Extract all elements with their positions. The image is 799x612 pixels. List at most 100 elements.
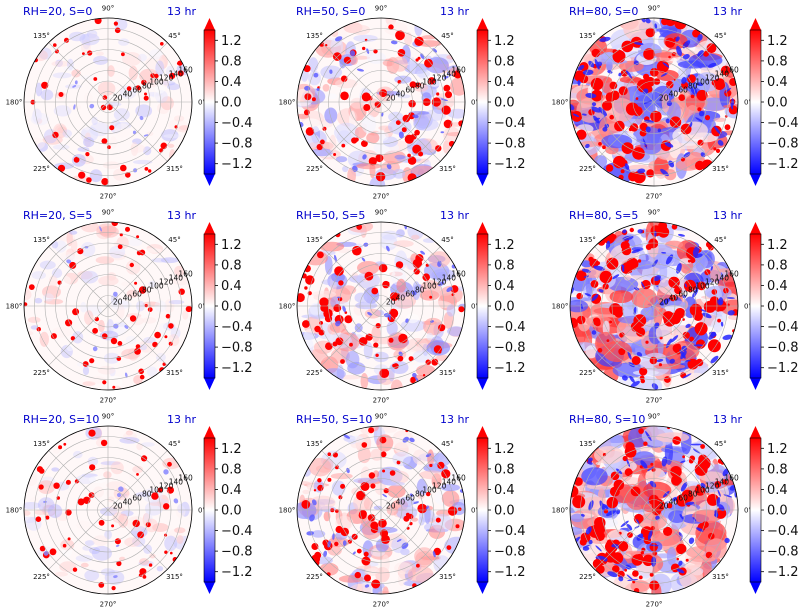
radial-tick-label: 80 — [688, 285, 698, 294]
field-cell — [84, 132, 92, 148]
downdraft-cell — [92, 346, 98, 352]
panel-title: RH=80, S=0 — [569, 5, 638, 18]
radial-tick-label: 120 — [705, 481, 720, 490]
angle-tick-label: 225° — [33, 573, 50, 581]
updraft-cell — [72, 567, 78, 572]
field-cell — [423, 317, 444, 336]
radial-tick-label: 60 — [405, 493, 415, 502]
downdraft-cell — [682, 54, 690, 60]
updraft-cell — [87, 50, 93, 56]
field-layer — [297, 222, 465, 390]
field-cell — [52, 446, 60, 454]
updraft-cell — [579, 538, 587, 546]
colorbar-tick-label: 1.2 — [767, 442, 788, 457]
field-cell — [118, 513, 129, 528]
field-cell — [680, 429, 692, 455]
colorbar-extend-max — [204, 426, 215, 438]
radial-tick-label: 60 — [678, 85, 688, 94]
updraft-cell — [65, 509, 72, 516]
radial-tick-label: 100 — [695, 281, 710, 290]
updraft-cell — [682, 331, 690, 339]
downdraft-cell — [581, 268, 591, 273]
field-cell — [342, 165, 349, 173]
radial-tick-label: 40 — [396, 90, 406, 99]
updraft-cell — [111, 586, 116, 591]
updraft-cell — [314, 325, 321, 333]
updraft-cell — [125, 226, 130, 232]
downdraft-cell — [577, 64, 585, 71]
field-cell — [175, 505, 186, 518]
updraft-cell — [368, 157, 377, 166]
updraft-cell — [72, 308, 80, 316]
colorbar-extend-min — [750, 582, 761, 594]
updraft-cell — [683, 279, 697, 292]
field-cell — [37, 497, 55, 513]
downdraft-cell — [343, 434, 351, 439]
downdraft-cell — [637, 168, 646, 174]
updraft-cell — [379, 436, 387, 444]
field-cell — [355, 301, 378, 310]
downdraft-cell — [409, 437, 415, 443]
radial-tick-label: 120 — [159, 277, 174, 286]
field-cell — [397, 572, 406, 587]
field-cell — [152, 93, 160, 99]
field-cell — [150, 498, 169, 506]
field-cell — [619, 76, 642, 84]
field-cell — [82, 381, 96, 386]
colorbar-tick-label: 0.8 — [221, 258, 242, 273]
downdraft-cell — [622, 229, 627, 234]
field-cell — [79, 33, 100, 46]
updraft-cell — [334, 266, 344, 276]
field-cell — [633, 376, 663, 390]
updraft-cell — [49, 548, 57, 556]
field-cell — [413, 154, 427, 160]
field-cell — [109, 136, 117, 149]
updraft-cell — [639, 375, 645, 381]
updraft-cell — [692, 29, 701, 38]
angular-gridline — [594, 246, 655, 307]
downdraft-cell — [412, 372, 417, 378]
field-cell — [302, 489, 311, 495]
updraft-cell — [334, 541, 339, 547]
radial-tick-label: 60 — [132, 289, 142, 298]
updraft-cell — [134, 347, 141, 355]
updraft-cell — [638, 575, 643, 580]
downdraft-cell — [652, 259, 658, 267]
field-cell — [107, 65, 115, 77]
downdraft-cell — [620, 264, 625, 268]
field-cell — [354, 292, 368, 303]
downdraft-cell — [692, 288, 699, 298]
field-cell — [143, 511, 153, 525]
field-cell — [381, 554, 390, 573]
panel-title: RH=80, S=5 — [569, 209, 638, 222]
updraft-cell — [89, 464, 96, 471]
updraft-cell — [642, 554, 654, 566]
updraft-cell — [362, 46, 366, 51]
field-cell — [168, 300, 185, 305]
updraft-cell — [689, 336, 694, 342]
field-cell — [132, 138, 142, 145]
radial-tick-label: 140 — [169, 273, 184, 282]
field-cell — [27, 316, 41, 323]
colorbar-extend-max — [477, 18, 488, 30]
colorbar-tick-label: −0.4 — [221, 320, 253, 335]
downdraft-cell — [653, 275, 661, 282]
radial-tick-label: 40 — [669, 294, 679, 303]
updraft-cell — [590, 77, 604, 91]
field-cell — [392, 56, 408, 72]
radial-tick-label: 120 — [432, 277, 447, 286]
angle-tick-label: 0° — [744, 99, 752, 107]
updraft-cell — [356, 548, 362, 554]
downdraft-cell — [139, 115, 144, 121]
updraft-cell — [151, 492, 159, 500]
updraft-cell — [168, 323, 174, 329]
colorbar-body — [477, 438, 488, 582]
field-cell — [70, 238, 78, 252]
colorbar-extend-min — [477, 582, 488, 594]
downdraft-cell — [622, 235, 634, 241]
panel-title: RH=20, S=5 — [23, 209, 92, 222]
field-layer — [26, 18, 192, 186]
updraft-cell — [354, 571, 361, 579]
angle-tick-label: 45° — [441, 236, 453, 244]
